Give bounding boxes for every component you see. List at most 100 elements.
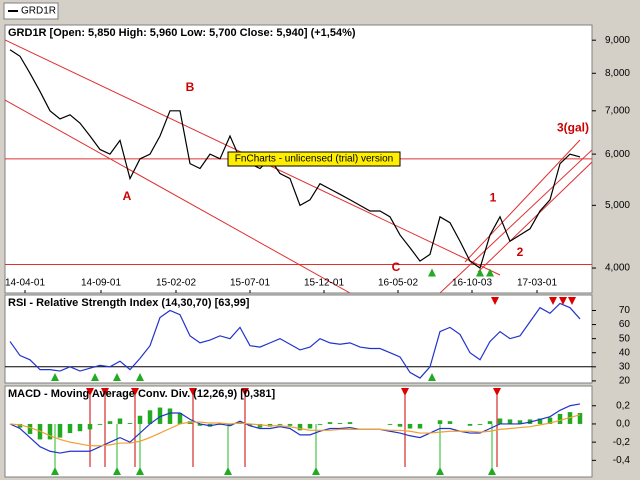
- annotation: B: [186, 80, 195, 94]
- histogram-bar: [137, 415, 143, 424]
- y-tick-label: 7,000: [605, 105, 630, 116]
- histogram-bar: [387, 423, 393, 425]
- buy-arrow: [224, 467, 232, 475]
- y-tick-label: 4,000: [605, 263, 630, 274]
- histogram-bar: [417, 423, 423, 429]
- histogram-bar: [257, 423, 263, 428]
- buy-arrow: [428, 373, 436, 381]
- y-tick-label: 9,000: [605, 35, 630, 46]
- sell-arrow: [131, 388, 139, 396]
- annotation: C: [392, 260, 401, 274]
- histogram-bar: [477, 423, 483, 425]
- histogram-bar: [197, 423, 203, 426]
- buy-arrow: [113, 373, 121, 381]
- buy-arrow: [51, 373, 59, 381]
- series-line: [9, 403, 581, 454]
- y-tick-label: 0,2: [616, 400, 630, 411]
- histogram-bar: [17, 423, 23, 428]
- histogram-bar: [117, 418, 123, 424]
- trend-line: [464, 139, 581, 263]
- buy-arrow: [486, 268, 494, 277]
- histogram-bar: [177, 413, 183, 424]
- buy-arrow: [312, 467, 320, 475]
- trend-line: [5, 99, 351, 293]
- histogram-bar: [507, 419, 513, 424]
- histogram-bar: [127, 423, 133, 424]
- y-tick-label: 60: [619, 319, 631, 330]
- histogram-bar: [87, 423, 93, 430]
- legend-label: GRD1R: [21, 6, 56, 17]
- clip-group: [5, 302, 592, 379]
- histogram-bar: [397, 423, 403, 427]
- histogram-bar: [147, 410, 153, 424]
- y-tick-label: 5,000: [605, 200, 630, 211]
- histogram-bar: [157, 407, 163, 424]
- histogram-bar: [487, 421, 493, 424]
- histogram-bar: [77, 423, 83, 432]
- sell-arrow: [189, 388, 197, 396]
- panel-title: RSI - Relative Strength Index (14,30,70)…: [8, 297, 250, 309]
- watermark: FnCharts - unlicensed (trial) version: [235, 154, 393, 165]
- x-tick-label: 14-09-01: [81, 278, 121, 289]
- annotation: 1: [490, 190, 497, 204]
- y-tick-label: 20: [619, 376, 631, 387]
- y-tick-label: 40: [619, 347, 631, 358]
- histogram-bar: [277, 423, 283, 425]
- x-tick-label: 15-02-02: [156, 278, 196, 289]
- buy-arrow: [436, 467, 444, 475]
- y-tick-label: 50: [619, 333, 631, 344]
- series-line: [9, 49, 581, 270]
- histogram-bar: [447, 421, 453, 424]
- histogram-bar: [107, 421, 113, 424]
- trend-line: [477, 161, 592, 273]
- y-tick-label: 70: [619, 305, 631, 316]
- y-tick-label: -0,4: [613, 455, 631, 466]
- histogram-bar: [47, 423, 53, 440]
- x-tick-label: 15-12-01: [304, 278, 344, 289]
- histogram-bar: [337, 423, 343, 424]
- series-line: [9, 302, 581, 379]
- sell-arrow: [549, 297, 557, 305]
- y-tick-label: -0,2: [613, 437, 631, 448]
- trend-line: [439, 149, 592, 293]
- clip-group: [9, 395, 583, 468]
- histogram-bar: [347, 422, 353, 424]
- panel-title: GRD1R [Open: 5,850 High: 5,960 Low: 5,70…: [8, 27, 356, 39]
- buy-arrow: [428, 268, 436, 277]
- histogram-bar: [297, 423, 303, 431]
- histogram-bar: [537, 418, 543, 424]
- x-tick-label: 15-07-01: [230, 278, 270, 289]
- histogram-bar: [577, 413, 583, 424]
- panel-title: MACD - Moving Average Conv. Div. (12,26,…: [8, 388, 275, 400]
- annotation: 2: [517, 245, 524, 259]
- y-tick-label: 0,0: [616, 419, 630, 430]
- annotation: A: [123, 189, 132, 203]
- histogram-bar: [57, 423, 63, 438]
- histogram-bar: [307, 423, 313, 429]
- y-tick-label: 6,000: [605, 149, 630, 160]
- histogram-bar: [327, 422, 333, 424]
- histogram-bar: [437, 420, 443, 424]
- macd-panel: [4, 385, 593, 478]
- histogram-bar: [247, 423, 253, 426]
- buy-arrow: [91, 373, 99, 381]
- x-tick-label: 17-03-01: [517, 278, 557, 289]
- histogram-bar: [407, 423, 413, 429]
- x-tick-label: 16-10-03: [452, 278, 492, 289]
- buy-arrow: [136, 373, 144, 381]
- legend-tab[interactable]: [3, 2, 59, 20]
- histogram-bar: [27, 423, 33, 434]
- histogram-bar: [497, 418, 503, 424]
- histogram-bar: [557, 413, 563, 424]
- sell-arrow: [491, 297, 499, 305]
- sell-arrow: [86, 388, 94, 396]
- watermark-box: [227, 151, 401, 167]
- sell-arrow: [568, 297, 576, 305]
- buy-arrow: [488, 467, 496, 475]
- histogram-bar: [467, 423, 473, 426]
- y-tick-label: 30: [619, 361, 631, 372]
- x-tick-label: 16-05-02: [378, 278, 418, 289]
- sell-arrow: [493, 388, 501, 396]
